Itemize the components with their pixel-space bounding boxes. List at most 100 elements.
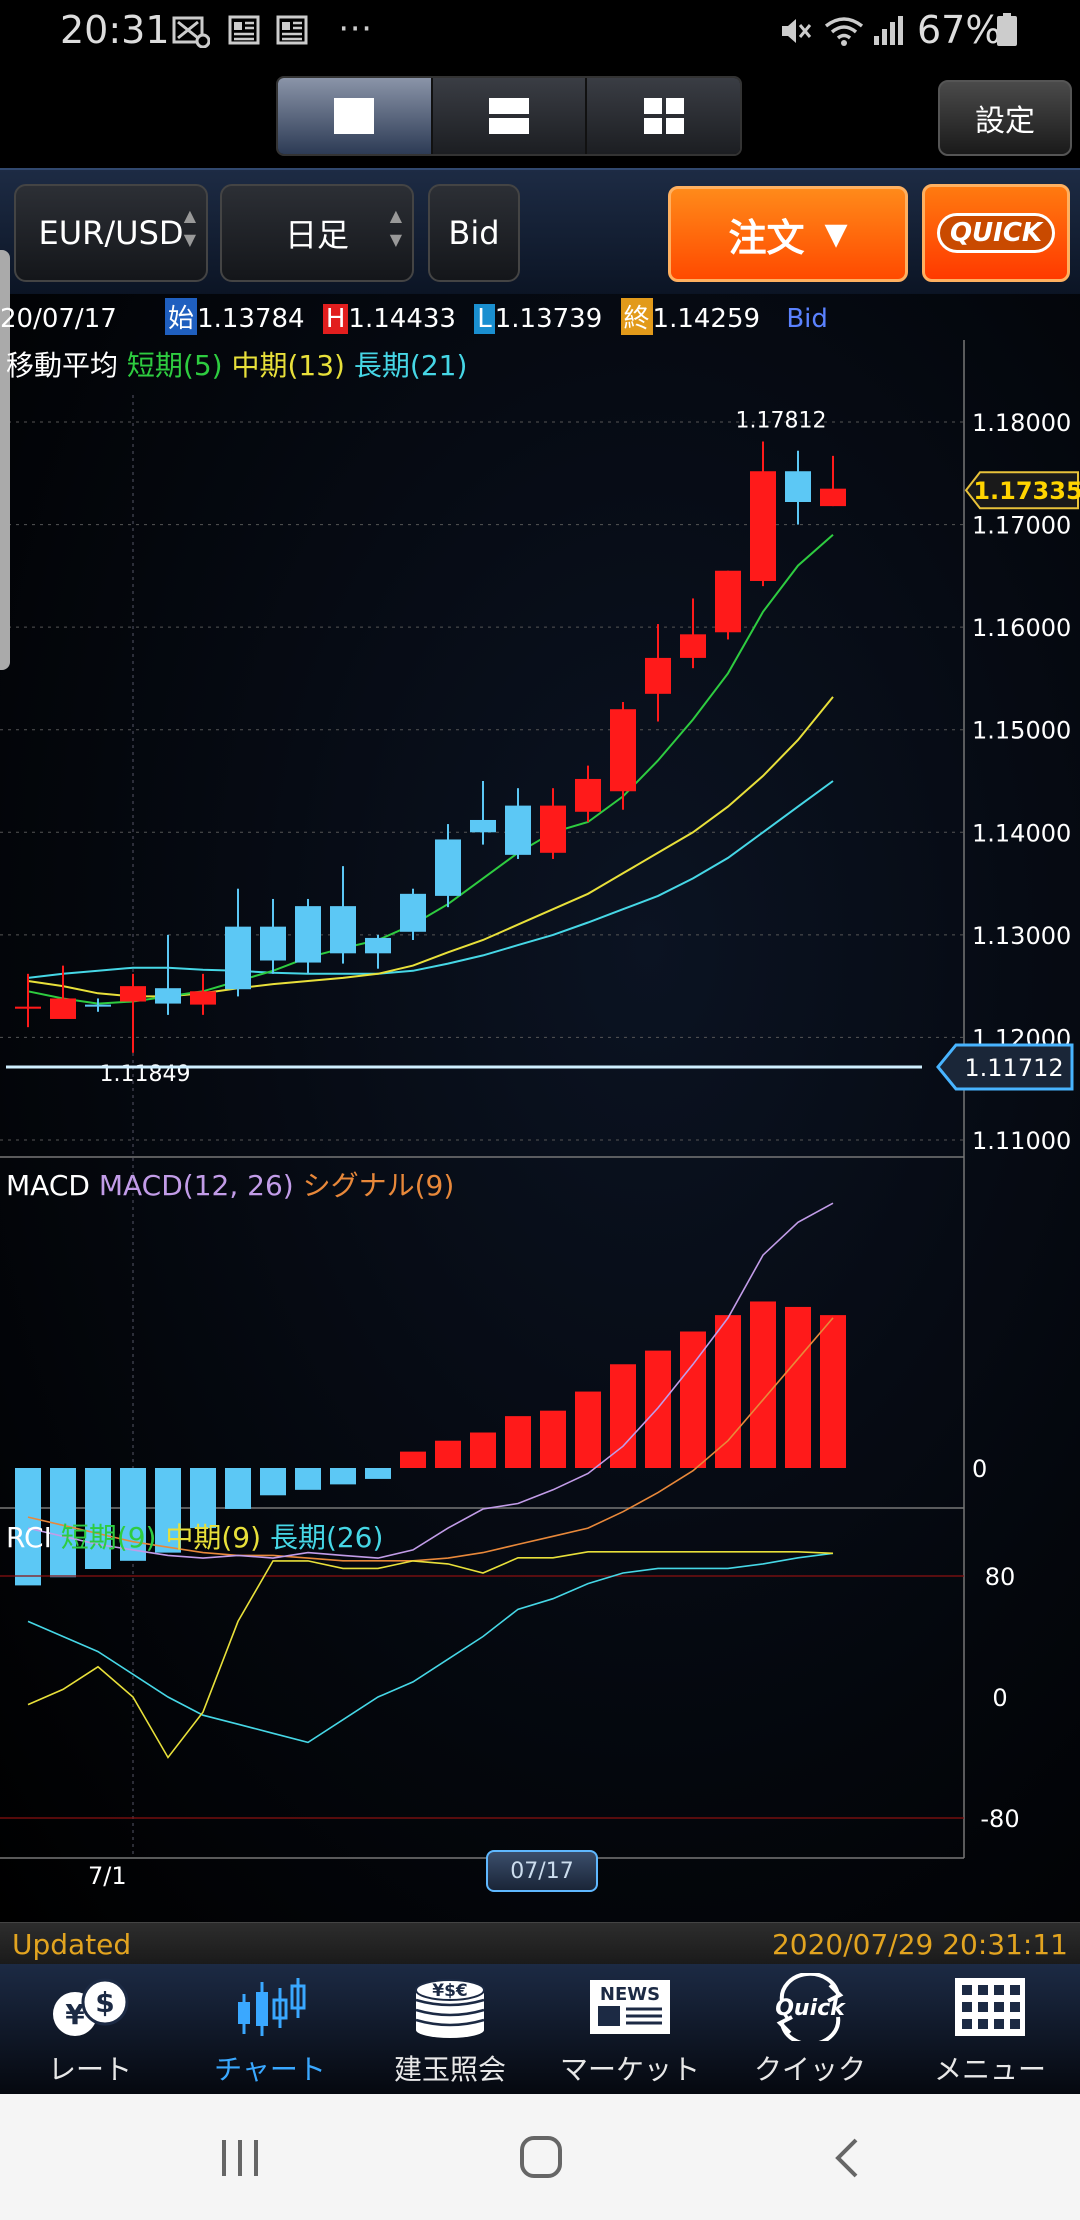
nav-label: マーケット xyxy=(559,2053,700,2086)
close-tag: 終 xyxy=(620,298,653,335)
y-tick-label: 1.15000 xyxy=(972,717,1071,745)
macd-histogram-bar xyxy=(470,1432,496,1468)
macd-histogram-bar xyxy=(680,1331,706,1468)
nav-chart[interactable]: チャート xyxy=(180,1964,360,2094)
candle-body xyxy=(260,926,286,961)
candle-body xyxy=(225,926,251,990)
candle-body xyxy=(680,634,706,658)
current-date-marker[interactable]: 07/17 xyxy=(486,1850,598,1892)
candle-body xyxy=(330,906,356,954)
ma-legend-short: 短期(5) xyxy=(126,349,223,382)
order-button[interactable]: 注文 ▼ xyxy=(668,186,908,282)
coins-icon: ¥$€ xyxy=(410,1970,490,2044)
svg-text:NEWS: NEWS xyxy=(600,1984,660,2005)
updated-label: Updated xyxy=(12,1928,132,1961)
macd-histogram-bar xyxy=(785,1306,811,1468)
nav-label: レート xyxy=(47,2053,132,2086)
candle-body xyxy=(15,1006,41,1009)
nav-menu[interactable]: メニュー xyxy=(900,1964,1080,2094)
horizontal-line-label: 1.11712 xyxy=(964,1054,1063,1082)
macd-histogram-bar xyxy=(15,1468,41,1586)
candle-body xyxy=(785,471,811,503)
low-tag: L xyxy=(474,304,495,334)
open-tag: 始 xyxy=(165,298,198,335)
order-button-label: 注文 xyxy=(728,215,805,260)
mute-icon xyxy=(778,14,814,56)
four-chart-button[interactable] xyxy=(587,78,740,154)
macd-histogram-bar xyxy=(190,1468,216,1529)
rci-legend-mid: 中期(9) xyxy=(165,1521,262,1554)
updated-time: 2020/07/29 20:31:11 xyxy=(771,1928,1068,1961)
rci-tick-label: 80 xyxy=(985,1563,1016,1591)
rci-mid-line xyxy=(27,1551,834,1759)
candle-body xyxy=(120,986,146,1002)
low-value: 1.13739 xyxy=(494,304,603,334)
candle-body xyxy=(400,893,426,932)
four-chart-icon xyxy=(643,98,684,134)
home-icon[interactable] xyxy=(518,2134,564,2180)
nav-label: メニュー xyxy=(933,2053,1046,2086)
settings-button[interactable]: 設定 xyxy=(938,80,1072,156)
rci-legend: RCI 短期(9) 中期(9) 長期(26) xyxy=(6,1516,383,1556)
updown-icon: ▲ ▼ xyxy=(389,206,402,249)
ohlc-side: Bid xyxy=(786,304,828,334)
rci-legend-long: 長期(26) xyxy=(269,1521,384,1554)
svg-text:¥$€: ¥$€ xyxy=(432,1981,468,2001)
more-dots-icon: ⋯ xyxy=(338,8,372,48)
two-chart-button[interactable] xyxy=(432,78,588,154)
quick-icon: Quick xyxy=(768,1970,852,2044)
grid-icon xyxy=(954,1970,1026,2044)
price-side-button[interactable]: Bid xyxy=(428,184,520,282)
candle-body xyxy=(435,839,461,896)
horizontal-line-tag xyxy=(936,1043,1074,1091)
nav-rate[interactable]: ¥ $ レート xyxy=(0,1964,180,2094)
ohlc-readout: 20/07/17 始 1.13784 H 1.14433 L 1.13739 終 1.1… xyxy=(0,298,828,335)
wifi-icon xyxy=(822,14,866,56)
rci-legend-short: 短期(9) xyxy=(60,1521,157,1554)
macd-histogram-bar xyxy=(820,1315,846,1468)
android-nav-bar xyxy=(0,2094,1080,2220)
quick-order-button[interactable]: QUICK xyxy=(922,184,1070,282)
candle-body xyxy=(820,488,846,507)
macd-histogram-bar xyxy=(120,1468,146,1561)
side-drawer-handle[interactable] xyxy=(0,250,10,670)
nav-positions[interactable]: ¥$€ 建玉照会 xyxy=(360,1964,540,2094)
nav-label: チャート xyxy=(214,2053,326,2086)
chart-area[interactable] xyxy=(0,294,1080,1924)
rci-long-line xyxy=(27,1552,834,1744)
macd-histogram-bar xyxy=(645,1350,671,1468)
candle-body xyxy=(715,570,741,633)
ma-legend: 移動平均 短期(5) 中期(13) 長期(21) xyxy=(6,344,467,384)
nav-label: クイック xyxy=(753,2053,866,2086)
ma-long-line xyxy=(27,780,834,979)
two-chart-icon xyxy=(489,98,529,134)
macd-line xyxy=(27,1202,834,1559)
open-value: 1.13784 xyxy=(197,304,305,334)
nav-market[interactable]: NEWS マーケット xyxy=(540,1964,720,2094)
recents-icon[interactable] xyxy=(218,2138,262,2178)
high-tag: H xyxy=(322,304,349,334)
macd-histogram-bar xyxy=(260,1468,286,1496)
quick-logo: QUICK xyxy=(936,213,1056,253)
candle-body xyxy=(190,991,216,1005)
candle-body xyxy=(540,805,566,853)
nav-quick[interactable]: Quick クイック xyxy=(720,1964,900,2094)
pair-select[interactable]: EUR/USD ▲ ▼ xyxy=(14,184,208,282)
ma-short-line xyxy=(27,534,834,1005)
back-icon[interactable] xyxy=(830,2136,864,2180)
candle-body xyxy=(155,988,181,1004)
currency-icon: ¥ $ xyxy=(45,1970,135,2044)
svg-text:¥: ¥ xyxy=(65,1998,85,2031)
chart-canvas[interactable]: 1.18000 1.17000 1.16000 1.15000 1.14000 1.130… xyxy=(0,294,1080,1922)
single-chart-button[interactable] xyxy=(278,78,433,154)
y-tick-label: 1.13000 xyxy=(972,922,1071,950)
macd-histogram-bar xyxy=(435,1440,461,1468)
y-tick-label: 1.11000 xyxy=(972,1127,1071,1155)
rci-tick-label: 0 xyxy=(992,1684,1007,1712)
battery-level: 67% xyxy=(917,8,1002,52)
macd-legend-macd: MACD(12, 26) xyxy=(98,1169,294,1202)
macd-histogram-bar xyxy=(400,1451,426,1468)
timeframe-select[interactable]: 日足 ▲ ▼ xyxy=(220,184,414,282)
candle-body xyxy=(750,471,776,581)
candle-body xyxy=(610,709,636,792)
